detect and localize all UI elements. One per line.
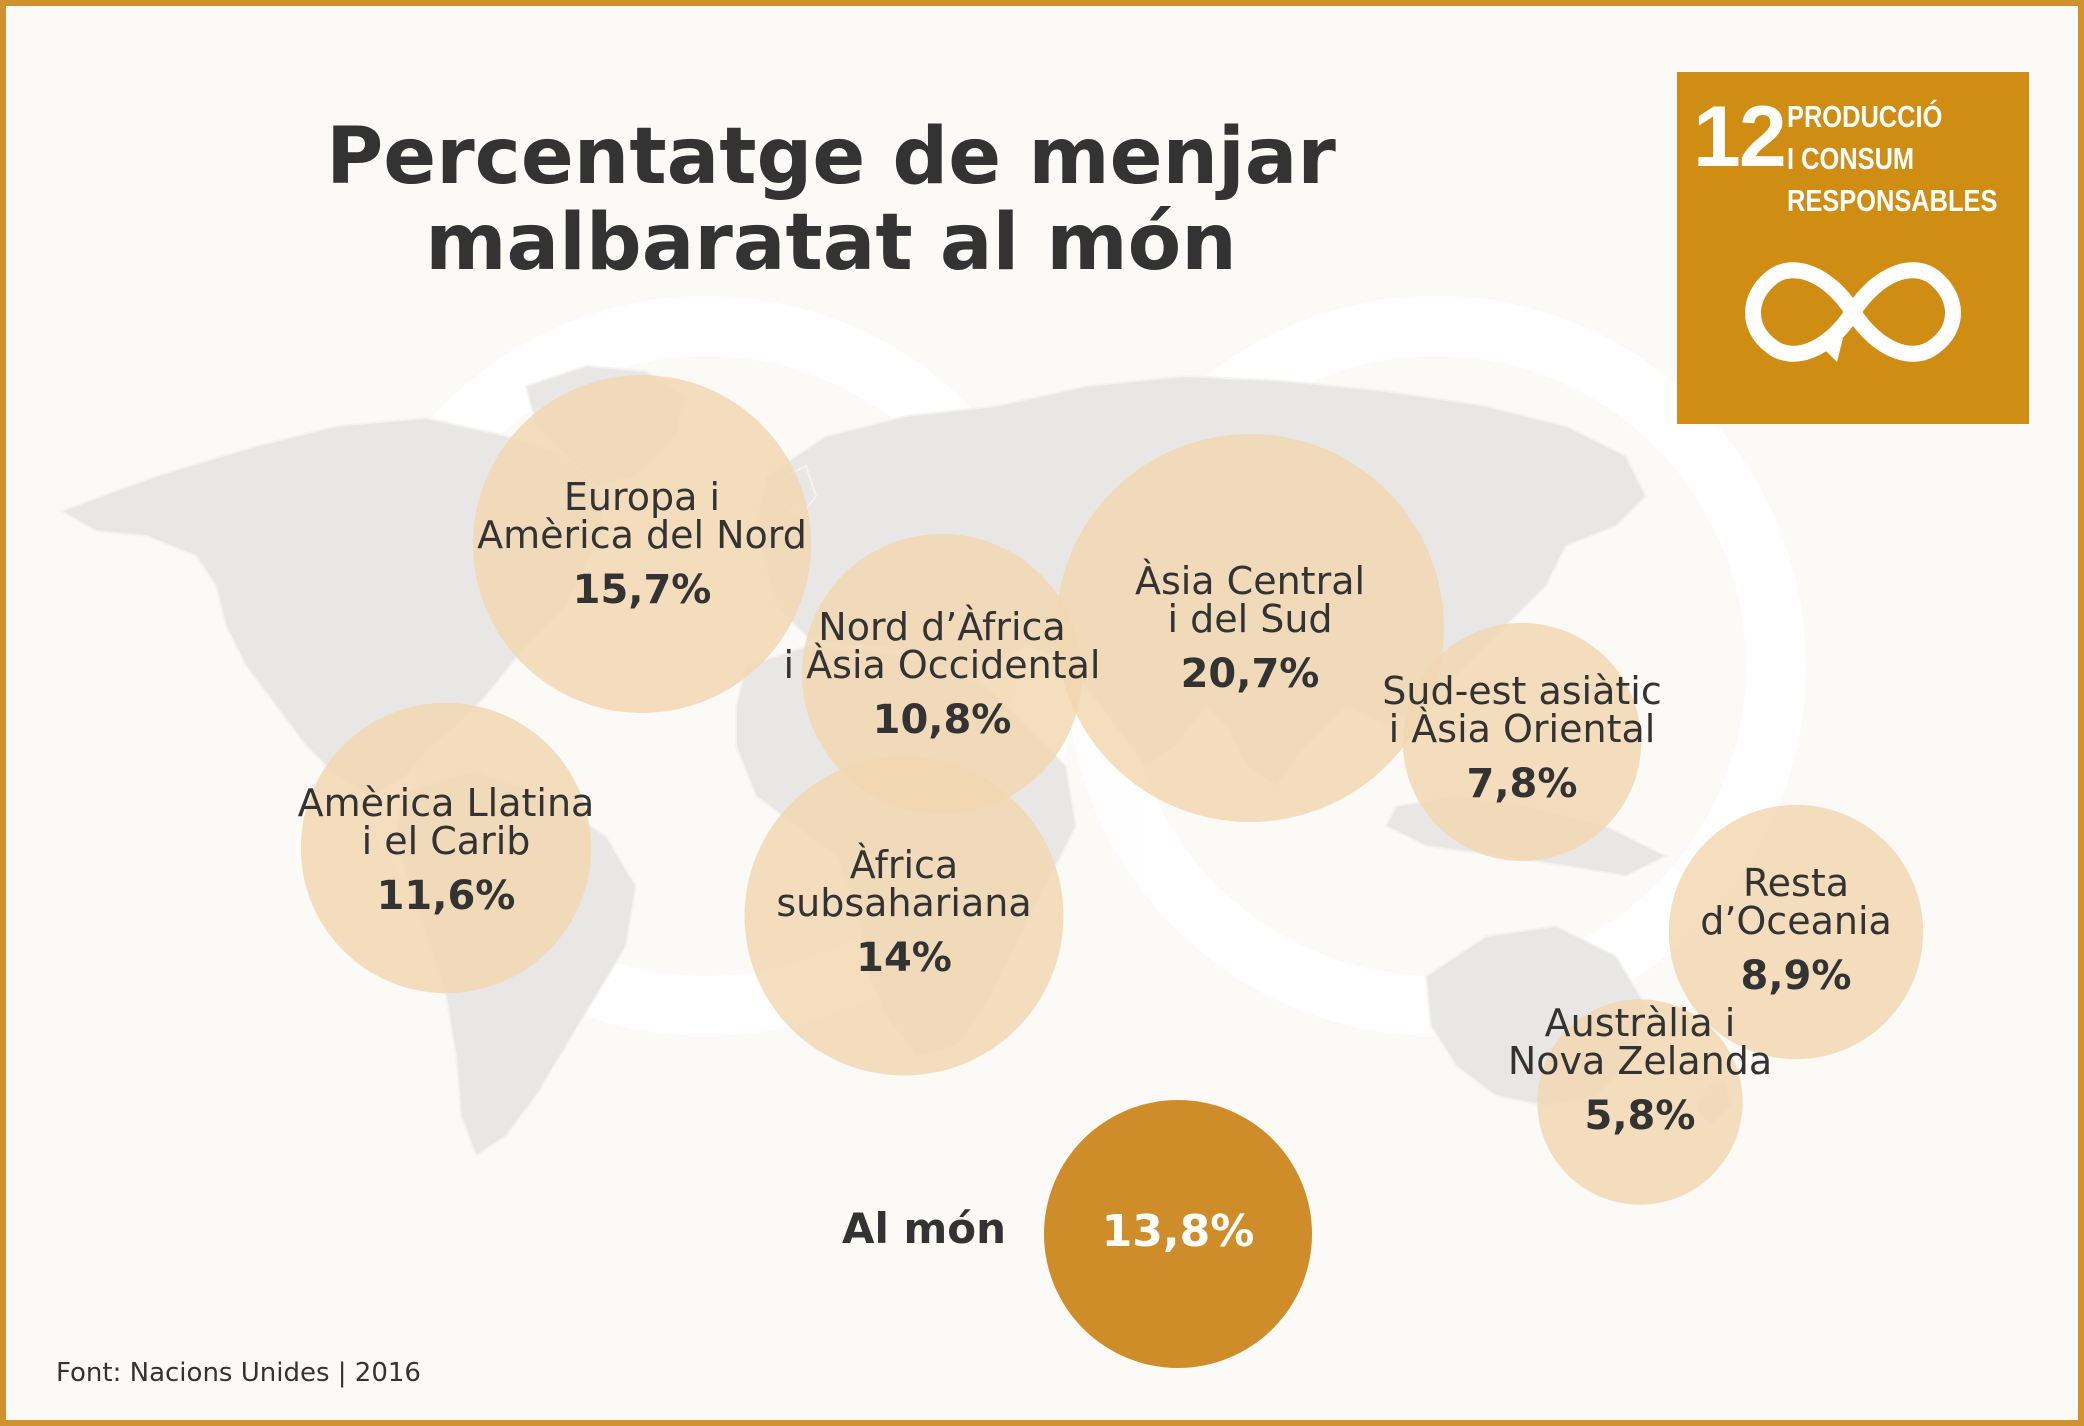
world-total-value-text: 13,8%	[1101, 1206, 1255, 1257]
world-total-name: Al món	[842, 1204, 1007, 1253]
bubble-5	[744, 756, 1064, 1076]
label-southeast-east-asia: Sud-est asiàtic i Àsia Oriental 7,8%	[1382, 672, 1661, 806]
bubble-2	[1056, 434, 1444, 822]
data-label: 5,8%	[1584, 1093, 1696, 1139]
region-name-line: Amèrica Llatina	[297, 781, 595, 825]
bubble-0	[473, 375, 811, 713]
label-latin-america-caribbean: Amèrica Llatina i el Carib 11,6%	[298, 784, 595, 918]
data-label: 20,7%	[1180, 651, 1320, 697]
world-map-background	[58, 296, 1924, 1368]
region-name-line: Àsia Central	[1134, 559, 1366, 603]
bubble-1	[801, 533, 1083, 815]
data-label: 11,6%	[376, 873, 516, 919]
region-name-line: Austràlia i	[1544, 1001, 1736, 1045]
chart-title-line-2: malbaratat al món	[425, 198, 1237, 288]
sdg-number: 12	[1693, 89, 1787, 185]
data-label: 8,9%	[1740, 953, 1852, 999]
chart-title: Percentatge de menjar malbaratat al món	[306, 114, 1356, 286]
label-rest-of-oceania: Resta d’Oceania 8,9%	[1700, 864, 1892, 998]
region-name-line: Sud-est asiàtic	[1382, 669, 1662, 713]
region-name-line: subsahariana	[776, 881, 1032, 925]
label-north-africa-west-asia: Nord d’Àfrica i Àsia Occidental 10,8%	[784, 608, 1101, 742]
infinity-loop-icon	[1745, 262, 1961, 362]
sdg-12-badge: 12 PRODUCCIÓ I CONSUM RESPONSABLES	[1677, 72, 2029, 424]
region-name-line: Resta	[1742, 861, 1850, 905]
region-name-line: i Àsia Occidental	[783, 643, 1101, 687]
region-name-line: i el Carib	[361, 819, 531, 863]
region-name-line: Europa i	[563, 475, 721, 519]
label-europe-north-america: Europa i Amèrica del Nord 15,7%	[477, 478, 807, 612]
region-name-line: Nord d’Àfrica	[818, 605, 1066, 649]
region-name-line: Nova Zelanda	[1507, 1039, 1773, 1083]
sdg-goal-text-line: RESPONSABLES	[1787, 183, 1998, 218]
region-name-line: Àfrica	[849, 843, 959, 887]
data-label: 10,8%	[872, 697, 1012, 743]
data-label: 15,7%	[572, 567, 712, 613]
region-name-line: i Àsia Oriental	[1388, 707, 1656, 751]
bubble-4	[300, 702, 592, 994]
bubble-7	[1537, 999, 1743, 1205]
chart-title-line-1: Percentatge de menjar	[326, 112, 1336, 202]
label-sub-saharan-africa: Àfrica subsahariana 14%	[776, 846, 1031, 980]
sdg-goal-text-line: I CONSUM	[1787, 141, 1915, 176]
bubble-3	[1402, 622, 1642, 862]
bubbles-layer	[300, 375, 1924, 1368]
region-name-line: i del Sud	[1167, 597, 1333, 641]
data-label: 7,8%	[1466, 761, 1578, 807]
sdg-goal-text-line: PRODUCCIÓ	[1787, 99, 1943, 134]
region-name-line: d’Oceania	[1700, 899, 1892, 943]
sdg-goal-text: PRODUCCIÓ I CONSUM RESPONSABLES	[1787, 96, 1998, 222]
bubble-world-total	[1044, 1100, 1312, 1368]
source-note: Font: Nacions Unides | 2016	[56, 1358, 421, 1388]
data-label: 14%	[856, 935, 952, 981]
label-australia-new-zealand: Austràlia i Nova Zelanda 5,8%	[1508, 1004, 1772, 1138]
region-name-line: Amèrica del Nord	[477, 513, 807, 557]
label-central-south-asia: Àsia Central i del Sud 20,7%	[1135, 562, 1365, 696]
bubble-6	[1668, 804, 1924, 1060]
